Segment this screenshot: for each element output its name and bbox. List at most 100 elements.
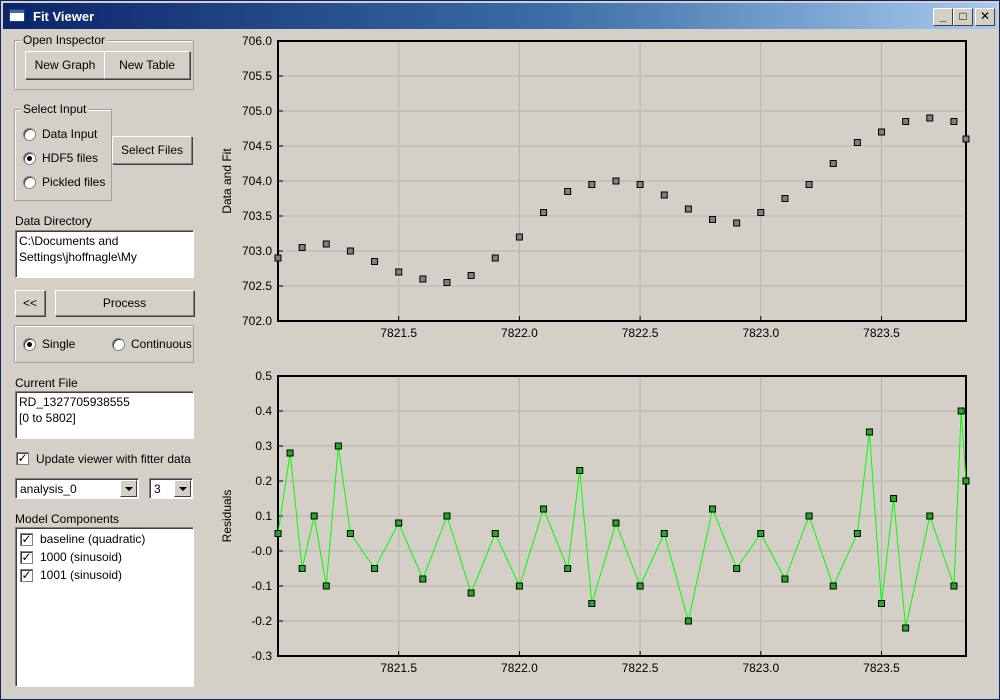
update-viewer-checkbox[interactable]: ✓ bbox=[16, 451, 29, 465]
data-point bbox=[660, 530, 668, 537]
y-tick-label: 0.1 bbox=[255, 509, 272, 523]
hdf5-files-radio[interactable] bbox=[23, 152, 36, 165]
component-label: 1001 (sinusoid) bbox=[40, 568, 123, 582]
data-point bbox=[781, 195, 789, 202]
data-point bbox=[709, 216, 717, 223]
current-file-field[interactable]: RD_1327705938555 [0 to 5802] bbox=[15, 391, 194, 439]
data-point bbox=[346, 247, 354, 255]
y-tick-label: 702.0 bbox=[242, 314, 272, 328]
data-point bbox=[491, 254, 499, 262]
new-table-button[interactable]: New Table bbox=[104, 51, 190, 79]
current-file-line-1: RD_1327705938555 bbox=[19, 395, 130, 409]
minimize-icon: _ bbox=[939, 9, 947, 23]
component-checkbox[interactable]: ✓ bbox=[20, 568, 33, 582]
data-point bbox=[684, 617, 692, 625]
data-point bbox=[286, 449, 294, 457]
new-graph-button[interactable]: New Graph bbox=[25, 51, 105, 79]
data-point bbox=[491, 530, 499, 537]
data-point bbox=[950, 582, 958, 590]
maximize-button[interactable]: □ bbox=[953, 8, 973, 26]
current-file-label: Current File bbox=[15, 376, 78, 390]
y-tick-label: 703.0 bbox=[242, 244, 272, 258]
process-button[interactable]: Process bbox=[55, 290, 194, 316]
data-point bbox=[890, 495, 898, 502]
data-point bbox=[371, 258, 379, 265]
data-point bbox=[564, 188, 572, 195]
analysis-select-value: analysis_0 bbox=[20, 482, 77, 496]
app-icon bbox=[9, 9, 25, 22]
pickled-files-radio[interactable] bbox=[23, 176, 36, 189]
y-tick-label: 0.4 bbox=[255, 404, 272, 418]
x-tick-label: 7823.5 bbox=[863, 326, 900, 340]
select-files-button[interactable]: Select Files bbox=[112, 136, 192, 164]
back-button[interactable]: << bbox=[15, 290, 45, 316]
y-axis-label: Residuals bbox=[220, 490, 234, 543]
data-point bbox=[322, 582, 330, 590]
data-point bbox=[902, 118, 910, 125]
data-point bbox=[310, 512, 318, 520]
data-point bbox=[757, 209, 765, 216]
data-fit-chart[interactable]: 7821.5 7822.0 7822.5 7823.0 7823.5 702.0 702.5… bbox=[213, 31, 983, 351]
select-input-group: Select Input bbox=[14, 102, 112, 201]
number-select[interactable]: 3 bbox=[149, 478, 193, 499]
maximize-icon: □ bbox=[959, 9, 967, 23]
data-point bbox=[829, 582, 837, 590]
y-tick-label: 0.5 bbox=[255, 369, 272, 383]
y-tick-label: 704.0 bbox=[242, 174, 272, 188]
data-point bbox=[540, 209, 548, 216]
title-bar[interactable]: Fit Viewer _ □ ✕ bbox=[3, 3, 997, 29]
data-point bbox=[902, 624, 910, 632]
update-viewer-label: Update viewer with fitter data bbox=[36, 452, 191, 466]
x-tick-label: 7823.0 bbox=[742, 661, 779, 675]
data-point bbox=[419, 575, 427, 583]
hdf5-files-label: HDF5 files bbox=[42, 151, 99, 165]
data-point bbox=[443, 279, 451, 286]
data-point bbox=[865, 428, 873, 436]
component-label: 1000 (sinusoid) bbox=[40, 550, 123, 564]
model-components-label: Model Components bbox=[15, 512, 120, 526]
residuals-chart[interactable]: 7821.5 7822.0 7822.5 7823.0 7823.5 -0.3 -0.2 -0… bbox=[213, 366, 983, 686]
data-point bbox=[733, 219, 741, 227]
single-label: Single bbox=[42, 337, 76, 351]
data-point bbox=[515, 233, 523, 241]
list-item[interactable]: ✓ 1000 (sinusoid) bbox=[20, 549, 190, 567]
data-point bbox=[467, 589, 475, 597]
data-point bbox=[853, 530, 861, 537]
x-tick-label: 7823.5 bbox=[863, 661, 900, 675]
list-item[interactable]: ✓ baseline (quadratic) bbox=[20, 531, 190, 549]
data-input-label: Data Input bbox=[42, 127, 98, 141]
component-checkbox[interactable]: ✓ bbox=[20, 550, 33, 564]
data-point bbox=[540, 505, 548, 513]
open-inspector-legend: Open Inspector bbox=[21, 33, 108, 47]
data-point bbox=[395, 268, 403, 276]
chevron-down-icon[interactable] bbox=[120, 480, 137, 497]
open-inspector-group: Open Inspector bbox=[14, 33, 194, 90]
x-tick-label: 7823.0 bbox=[742, 326, 779, 340]
pickled-files-label: Pickled files bbox=[42, 175, 106, 189]
data-point bbox=[878, 600, 886, 607]
chevron-down-icon[interactable] bbox=[174, 480, 191, 497]
data-input-radio[interactable] bbox=[23, 128, 36, 141]
data-directory-field[interactable]: C:\Documents and Settings\jhoffnagle\My bbox=[15, 230, 194, 278]
component-checkbox[interactable]: ✓ bbox=[20, 532, 33, 546]
list-item[interactable]: ✓ 1001 (sinusoid) bbox=[20, 567, 190, 585]
data-point bbox=[564, 565, 572, 572]
current-file-line-2: [0 to 5802] bbox=[19, 411, 76, 425]
y-tick-label: -0.1 bbox=[251, 579, 272, 593]
data-point bbox=[346, 530, 354, 537]
analysis-select[interactable]: analysis_0 bbox=[15, 478, 139, 499]
x-tick-label: 7821.5 bbox=[380, 661, 417, 675]
close-button[interactable]: ✕ bbox=[975, 8, 995, 26]
minimize-button[interactable]: _ bbox=[933, 8, 953, 26]
continuous-radio[interactable] bbox=[112, 338, 125, 351]
model-components-list[interactable]: ✓ baseline (quadratic) ✓ 1000 (sinusoid)… bbox=[15, 527, 194, 687]
data-point bbox=[298, 565, 306, 572]
data-point bbox=[660, 191, 668, 199]
data-point bbox=[612, 177, 620, 185]
single-radio[interactable] bbox=[23, 338, 36, 351]
data-point bbox=[962, 477, 970, 485]
data-directory-label: Data Directory bbox=[15, 214, 92, 228]
y-tick-label: 705.0 bbox=[242, 104, 272, 118]
data-point bbox=[298, 244, 306, 251]
x-tick-label: 7821.5 bbox=[380, 326, 417, 340]
